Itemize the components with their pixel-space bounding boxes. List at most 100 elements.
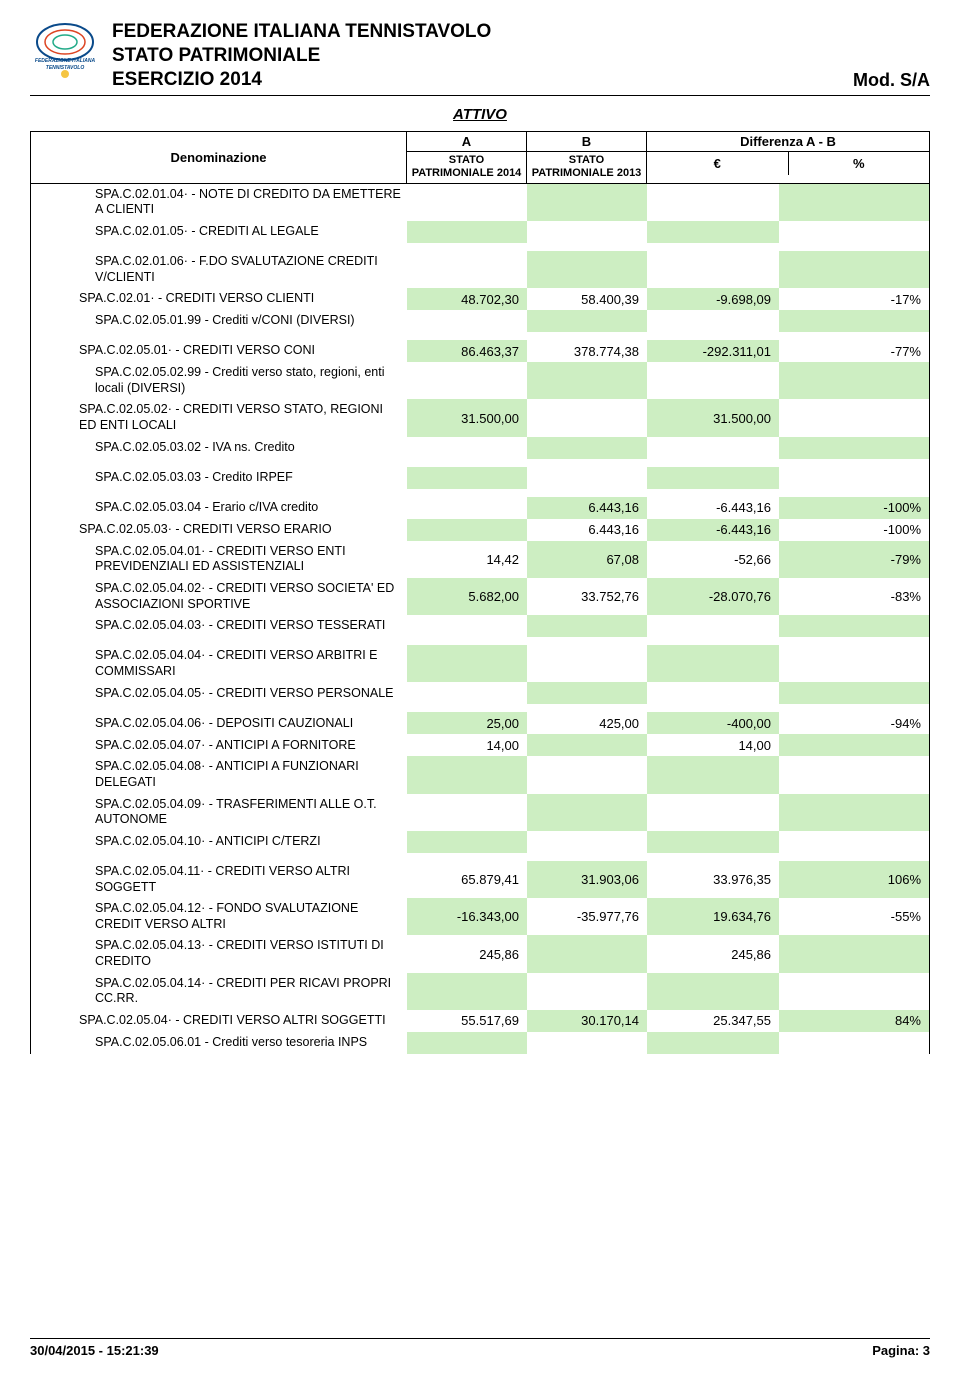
mod-label: Mod. S/A bbox=[853, 70, 930, 91]
table-row: SPA.C.02.05.04.12· - FONDO SVALUTAZIONE … bbox=[31, 898, 929, 935]
table-row: SPA.C.02.05.04.06· - DEPOSITI CAUZIONALI… bbox=[31, 712, 929, 734]
cell-a bbox=[407, 519, 527, 541]
cell-eur: -292.311,01 bbox=[647, 340, 779, 362]
attivo-heading: ATTIVO bbox=[30, 106, 930, 123]
cell-b: 425,00 bbox=[527, 712, 647, 734]
cell-eur: -28.070,76 bbox=[647, 578, 779, 615]
cell-eur: 33.976,35 bbox=[647, 861, 779, 898]
cell-a: 86.463,37 bbox=[407, 340, 527, 362]
row-label: SPA.C.02.05.04.10· - ANTICIPI C/TERZI bbox=[31, 831, 407, 853]
table-row: SPA.C.02.05.02.99 - Crediti verso stato,… bbox=[31, 362, 929, 399]
table-row: SPA.C.02.05.04.02· - CREDITI VERSO SOCIE… bbox=[31, 578, 929, 615]
cell-b bbox=[527, 399, 647, 436]
row-label: SPA.C.02.05.03.04 - Erario c/IVA credito bbox=[31, 497, 407, 519]
table-row: SPA.C.02.05.04.09· - TRASFERIMENTI ALLE … bbox=[31, 794, 929, 831]
cell-eur: -6.443,16 bbox=[647, 519, 779, 541]
cell-pct: -55% bbox=[779, 898, 929, 935]
cell-pct: -17% bbox=[779, 288, 929, 310]
cell-eur: -6.443,16 bbox=[647, 497, 779, 519]
cell-b: 6.443,16 bbox=[527, 519, 647, 541]
cell-eur bbox=[647, 437, 779, 459]
cell-pct bbox=[779, 251, 929, 288]
cell-pct bbox=[779, 221, 929, 243]
row-label: SPA.C.02.05.04.09· - TRASFERIMENTI ALLE … bbox=[31, 794, 407, 831]
header-line2: STATO PATRIMONIALE bbox=[112, 44, 841, 68]
cell-b bbox=[527, 734, 647, 756]
row-label: SPA.C.02.05.04.01· - CREDITI VERSO ENTI … bbox=[31, 541, 407, 578]
row-label: SPA.C.02.05.02· - CREDITI VERSO STATO, R… bbox=[31, 399, 407, 436]
cell-pct bbox=[779, 310, 929, 332]
cell-eur bbox=[647, 1032, 779, 1054]
cell-pct: 106% bbox=[779, 861, 929, 898]
row-label: SPA.C.02.05.06.01 - Crediti verso tesore… bbox=[31, 1032, 407, 1054]
cell-b bbox=[527, 831, 647, 853]
cell-a bbox=[407, 251, 527, 288]
cell-pct bbox=[779, 935, 929, 972]
cell-b bbox=[527, 437, 647, 459]
svg-text:FEDERAZIONE ITALIANA: FEDERAZIONE ITALIANA bbox=[35, 58, 96, 64]
row-label: SPA.C.02.05.04.08· - ANTICIPI A FUNZIONA… bbox=[31, 756, 407, 793]
cell-a: 65.879,41 bbox=[407, 861, 527, 898]
cell-a bbox=[407, 221, 527, 243]
cell-pct bbox=[779, 973, 929, 1010]
cell-pct: -79% bbox=[779, 541, 929, 578]
cell-b bbox=[527, 615, 647, 637]
row-label: SPA.C.02.05.04.14· - CREDITI PER RICAVI … bbox=[31, 973, 407, 1010]
cell-b bbox=[527, 973, 647, 1010]
page-header: FEDERAZIONE ITALIANA TENNISTAVOLO FEDERA… bbox=[30, 20, 930, 96]
cell-pct bbox=[779, 831, 929, 853]
table-row: SPA.C.02.05.04.07· - ANTICIPI A FORNITOR… bbox=[31, 734, 929, 756]
cell-a: -16.343,00 bbox=[407, 898, 527, 935]
table-row: SPA.C.02.05.06.01 - Crediti verso tesore… bbox=[31, 1032, 929, 1054]
cell-pct bbox=[779, 734, 929, 756]
cell-b bbox=[527, 251, 647, 288]
cell-eur: -52,66 bbox=[647, 541, 779, 578]
cell-b: -35.977,76 bbox=[527, 898, 647, 935]
table-row: SPA.C.02.01· - CREDITI VERSO CLIENTI48.7… bbox=[31, 288, 929, 310]
row-label: SPA.C.02.05.03.02 - IVA ns. Credito bbox=[31, 437, 407, 459]
cell-a bbox=[407, 310, 527, 332]
cell-b bbox=[527, 467, 647, 489]
table-row: SPA.C.02.05.04.10· - ANTICIPI C/TERZI bbox=[31, 831, 929, 853]
cell-b: 6.443,16 bbox=[527, 497, 647, 519]
row-label: SPA.C.02.05.01· - CREDITI VERSO CONI bbox=[31, 340, 407, 362]
cell-a: 14,42 bbox=[407, 541, 527, 578]
cell-b: 31.903,06 bbox=[527, 861, 647, 898]
header-line3: ESERCIZIO 2014 bbox=[112, 68, 841, 92]
table-row: SPA.C.02.05.04· - CREDITI VERSO ALTRI SO… bbox=[31, 1010, 929, 1032]
cell-a: 55.517,69 bbox=[407, 1010, 527, 1032]
header-titles: FEDERAZIONE ITALIANA TENNISTAVOLO STATO … bbox=[112, 20, 841, 91]
row-label: SPA.C.02.01.05· - CREDITI AL LEGALE bbox=[31, 221, 407, 243]
col-diff: Differenza A - B € % bbox=[647, 132, 929, 182]
cell-eur: -9.698,09 bbox=[647, 288, 779, 310]
cell-a bbox=[407, 756, 527, 793]
cell-pct bbox=[779, 794, 929, 831]
cell-pct bbox=[779, 645, 929, 682]
table-row: SPA.C.02.05.04.01· - CREDITI VERSO ENTI … bbox=[31, 541, 929, 578]
table-body: SPA.C.02.01.04· - NOTE DI CREDITO DA EME… bbox=[30, 184, 930, 1054]
row-label: SPA.C.02.05.04.06· - DEPOSITI CAUZIONALI bbox=[31, 712, 407, 734]
cell-pct bbox=[779, 362, 929, 399]
col-denom: Denominazione bbox=[31, 132, 407, 182]
cell-pct: -83% bbox=[779, 578, 929, 615]
row-label: SPA.C.02.05.04.05· - CREDITI VERSO PERSO… bbox=[31, 682, 407, 704]
header-line1: FEDERAZIONE ITALIANA TENNISTAVOLO bbox=[112, 20, 841, 44]
cell-a: 31.500,00 bbox=[407, 399, 527, 436]
cell-eur: 245,86 bbox=[647, 935, 779, 972]
footer-timestamp: 30/04/2015 - 15:21:39 bbox=[30, 1343, 159, 1358]
col-b: B STATO PATRIMONIALE 2013 bbox=[527, 132, 647, 182]
cell-a bbox=[407, 682, 527, 704]
row-label: SPA.C.02.05.04.07· - ANTICIPI A FORNITOR… bbox=[31, 734, 407, 756]
cell-eur bbox=[647, 645, 779, 682]
cell-a bbox=[407, 615, 527, 637]
cell-eur: 14,00 bbox=[647, 734, 779, 756]
cell-pct: -94% bbox=[779, 712, 929, 734]
table-row: SPA.C.02.05.01.99 - Crediti v/CONI (DIVE… bbox=[31, 310, 929, 332]
cell-pct bbox=[779, 615, 929, 637]
cell-b bbox=[527, 221, 647, 243]
cell-b: 30.170,14 bbox=[527, 1010, 647, 1032]
cell-a bbox=[407, 362, 527, 399]
table-row: SPA.C.02.05.03.03 - Credito IRPEF bbox=[31, 467, 929, 489]
table-row: SPA.C.02.05.04.03· - CREDITI VERSO TESSE… bbox=[31, 615, 929, 637]
cell-a: 48.702,30 bbox=[407, 288, 527, 310]
